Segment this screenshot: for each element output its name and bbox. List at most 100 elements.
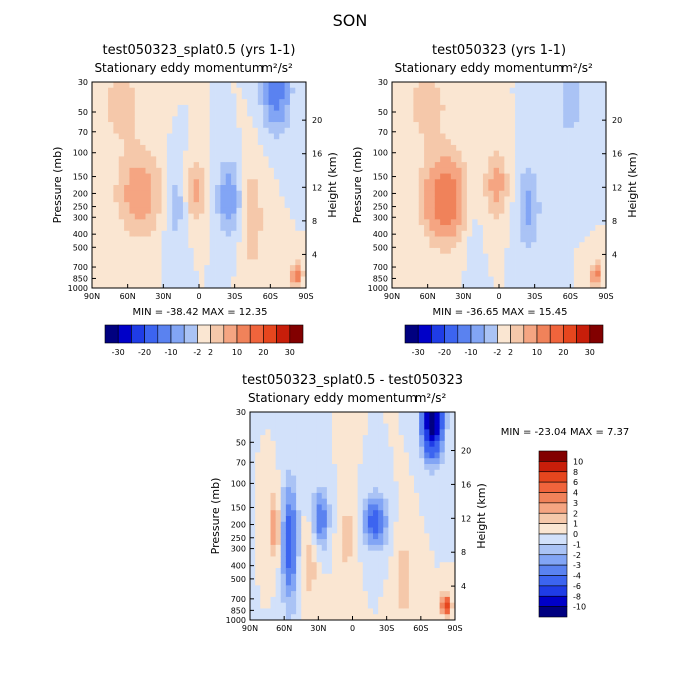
heatmap-cell xyxy=(398,423,405,430)
heatmap-cell xyxy=(449,458,456,465)
heatmap-cell xyxy=(134,139,141,146)
heatmap-cell xyxy=(145,162,152,169)
heatmap-cell xyxy=(568,282,575,289)
heatmap-cell xyxy=(236,127,243,134)
heatmap-cell xyxy=(166,87,173,94)
heatmap-cell xyxy=(493,127,500,134)
heatmap-cell xyxy=(193,127,200,134)
heatmap-cell xyxy=(255,440,261,448)
heatmap-cell xyxy=(193,93,200,100)
colorbar-label: 10 xyxy=(573,457,583,466)
heatmap-cell xyxy=(584,276,591,283)
heatmap-cell xyxy=(225,196,232,203)
heatmap-cell xyxy=(472,104,478,112)
heatmap-cell xyxy=(108,196,114,203)
heatmap-cell xyxy=(397,196,404,203)
heatmap-cell xyxy=(209,127,216,134)
heatmap-cell xyxy=(150,213,157,220)
heatmap-cell xyxy=(383,417,389,424)
heatmap-cell xyxy=(270,417,277,424)
heatmap-cell xyxy=(97,173,104,180)
heatmap-cell xyxy=(204,202,211,209)
heatmap-cell xyxy=(402,133,409,140)
heatmap-cell xyxy=(252,156,259,163)
heatmap-cell xyxy=(450,122,457,129)
heatmap-cell xyxy=(279,116,285,123)
heatmap-cell xyxy=(419,608,425,615)
heatmap-cell xyxy=(285,504,292,511)
heatmap-cell xyxy=(311,440,318,448)
heatmap-cell xyxy=(531,144,537,152)
heatmap-cell xyxy=(456,144,462,152)
heatmap-cell xyxy=(536,167,543,174)
heatmap-cell xyxy=(541,196,548,203)
heatmap-cell xyxy=(456,87,462,94)
heatmap-cell xyxy=(595,276,602,283)
heatmap-cell xyxy=(326,440,333,448)
heatmap-cell xyxy=(373,516,379,523)
heatmap-cell xyxy=(279,276,285,283)
heatmap-cell xyxy=(279,253,285,260)
heatmap-cell xyxy=(579,116,585,123)
heatmap-cell xyxy=(402,167,409,174)
heatmap-cell xyxy=(472,213,478,220)
heatmap-cell xyxy=(579,253,585,260)
colorbar-swatch xyxy=(538,471,568,483)
heatmap-cell xyxy=(140,167,146,174)
heatmap-cell xyxy=(342,475,348,482)
heatmap-cell xyxy=(552,87,559,94)
heatmap-cell xyxy=(418,242,425,249)
heatmap-cell xyxy=(403,539,410,546)
heatmap-cell xyxy=(547,99,553,106)
heatmap-cell xyxy=(337,452,343,459)
heatmap-cell xyxy=(424,282,430,289)
heatmap-cell xyxy=(300,156,307,163)
heatmap-cell xyxy=(429,579,435,586)
heatmap-cell xyxy=(393,446,400,453)
heatmap-cell xyxy=(403,458,410,465)
heatmap-cell xyxy=(300,144,307,152)
heatmap-cell xyxy=(552,259,559,266)
heatmap-cell xyxy=(257,116,264,123)
heatmap-cell xyxy=(504,230,511,237)
heatmap-cell xyxy=(493,104,500,112)
heatmap-cell xyxy=(316,504,323,511)
heatmap-cell xyxy=(306,469,312,476)
heatmap-cell xyxy=(166,179,173,186)
heatmap-cell xyxy=(113,122,120,129)
heatmap-cell xyxy=(321,562,328,569)
heatmap-cell xyxy=(439,475,446,482)
heatmap-cell xyxy=(547,225,553,232)
heatmap-cell xyxy=(347,435,353,442)
heatmap-cell xyxy=(525,230,532,237)
heatmap-cell xyxy=(280,516,287,523)
heatmap-cell xyxy=(231,156,237,163)
colorbar-swatch xyxy=(576,324,591,344)
heatmap-cell xyxy=(509,230,516,237)
heatmap-cell xyxy=(306,440,312,448)
heatmap-cell xyxy=(270,510,277,517)
heatmap-cell xyxy=(444,562,451,569)
heatmap-cell xyxy=(291,533,297,540)
heatmap-cell xyxy=(193,230,200,237)
heatmap-cell xyxy=(413,247,420,255)
heatmap-cell xyxy=(445,185,452,192)
heatmap-cell xyxy=(257,196,264,203)
x-tick-label: 60N xyxy=(276,624,292,633)
heatmap-cell xyxy=(600,156,607,163)
heatmap-cell xyxy=(332,562,338,569)
heatmap-cell xyxy=(280,579,287,586)
heatmap-cell xyxy=(531,196,537,203)
heatmap-cell xyxy=(263,276,269,283)
y2-tick-label: 4 xyxy=(612,250,617,259)
heatmap-cell xyxy=(504,225,511,232)
heatmap-cell xyxy=(499,162,505,169)
heatmap-cell xyxy=(321,556,328,563)
heatmap-cell xyxy=(499,247,505,255)
heatmap-cell xyxy=(352,440,359,448)
heatmap-cell xyxy=(424,270,430,277)
heatmap-cell xyxy=(419,539,425,546)
heatmap-cell xyxy=(373,608,379,615)
heatmap-cell xyxy=(525,167,532,174)
heatmap-cell xyxy=(280,412,287,419)
